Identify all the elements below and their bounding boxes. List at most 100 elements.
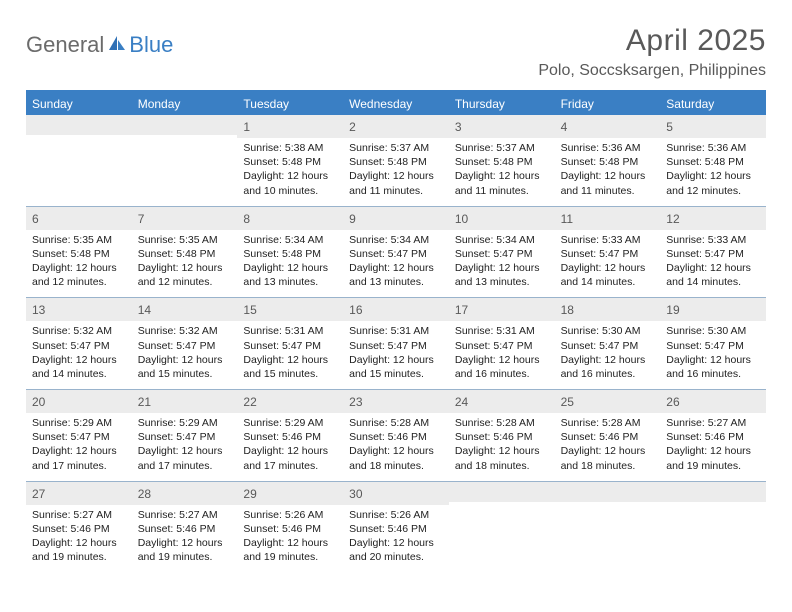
day-number: 29: [243, 487, 256, 501]
day-number: 6: [32, 212, 39, 226]
daylight-text: Daylight: 12 hours and 17 minutes.: [32, 444, 126, 472]
cell-body: Sunrise: 5:30 AMSunset: 5:47 PMDaylight:…: [660, 321, 766, 381]
day-number-row: 10: [449, 207, 555, 230]
sunset-text: Sunset: 5:48 PM: [561, 155, 655, 169]
cell-body: Sunrise: 5:33 AMSunset: 5:47 PMDaylight:…: [660, 230, 766, 290]
daylight-text: Daylight: 12 hours and 17 minutes.: [243, 444, 337, 472]
cell-body: Sunrise: 5:34 AMSunset: 5:47 PMDaylight:…: [343, 230, 449, 290]
cell-body: Sunrise: 5:38 AMSunset: 5:48 PMDaylight:…: [237, 138, 343, 198]
day-number-row: 26: [660, 390, 766, 413]
day-number-row: 9: [343, 207, 449, 230]
day-number-row: 25: [555, 390, 661, 413]
calendar-weeks: 1 Sunrise: 5:38 AMSunset: 5:48 PMDaylight…: [26, 115, 766, 572]
sunrise-text: Sunrise: 5:29 AM: [138, 416, 232, 430]
sunset-text: Sunset: 5:46 PM: [666, 430, 760, 444]
day-number-row: 1: [237, 115, 343, 138]
daylight-text: Daylight: 12 hours and 13 minutes.: [243, 261, 337, 289]
cell-body: Sunrise: 5:26 AMSunset: 5:46 PMDaylight:…: [237, 505, 343, 565]
day-number-row: 24: [449, 390, 555, 413]
sunrise-text: Sunrise: 5:26 AM: [349, 508, 443, 522]
day-number: 18: [561, 303, 574, 317]
day-number: 12: [666, 212, 679, 226]
weekday-label: Friday: [555, 92, 661, 115]
day-number: 28: [138, 487, 151, 501]
cell-body: Sunrise: 5:37 AMSunset: 5:48 PMDaylight:…: [449, 138, 555, 198]
calendar-cell: 11Sunrise: 5:33 AMSunset: 5:47 PMDayligh…: [555, 207, 661, 298]
calendar-cell: 13Sunrise: 5:32 AMSunset: 5:47 PMDayligh…: [26, 298, 132, 389]
sunrise-text: Sunrise: 5:37 AM: [455, 141, 549, 155]
day-number-row: 6: [26, 207, 132, 230]
daylight-text: Daylight: 12 hours and 13 minutes.: [455, 261, 549, 289]
calendar-cell: 18Sunrise: 5:30 AMSunset: 5:47 PMDayligh…: [555, 298, 661, 389]
sunrise-text: Sunrise: 5:29 AM: [243, 416, 337, 430]
brand-part2: Blue: [129, 32, 173, 58]
sunrise-text: Sunrise: 5:27 AM: [32, 508, 126, 522]
daylight-text: Daylight: 12 hours and 20 minutes.: [349, 536, 443, 564]
calendar-cell: 12 Sunrise: 5:33 AMSunset: 5:47 PMDayligh…: [660, 207, 766, 298]
sunset-text: Sunset: 5:46 PM: [243, 430, 337, 444]
brand-sail-icon: [107, 34, 127, 57]
cell-body: Sunrise: 5:29 AMSunset: 5:47 PMDaylight:…: [26, 413, 132, 473]
cell-body: Sunrise: 5:27 AMSunset: 5:46 PMDaylight:…: [660, 413, 766, 473]
sunrise-text: Sunrise: 5:32 AM: [32, 324, 126, 338]
weekday-label: Tuesday: [237, 92, 343, 115]
sunset-text: Sunset: 5:47 PM: [243, 339, 337, 353]
day-number: 9: [349, 212, 356, 226]
cell-body: Sunrise: 5:36 AMSunset: 5:48 PMDaylight:…: [555, 138, 661, 198]
daylight-text: Daylight: 12 hours and 18 minutes.: [349, 444, 443, 472]
sunrise-text: Sunrise: 5:34 AM: [349, 233, 443, 247]
sunset-text: Sunset: 5:46 PM: [138, 522, 232, 536]
day-number: 5: [666, 120, 673, 134]
daylight-text: Daylight: 12 hours and 15 minutes.: [349, 353, 443, 381]
daylight-text: Daylight: 12 hours and 19 minutes.: [666, 444, 760, 472]
calendar-cell: 19Sunrise: 5:30 AMSunset: 5:47 PMDayligh…: [660, 298, 766, 389]
sunrise-text: Sunrise: 5:31 AM: [455, 324, 549, 338]
day-number-row: [555, 482, 661, 502]
day-number-row: 15: [237, 298, 343, 321]
calendar-cell: 25Sunrise: 5:28 AMSunset: 5:46 PMDayligh…: [555, 390, 661, 481]
calendar-cell: 9 Sunrise: 5:34 AMSunset: 5:47 PMDaylight…: [343, 207, 449, 298]
location-text: Polo, Soccsksargen, Philippines: [538, 62, 766, 80]
sunset-text: Sunset: 5:48 PM: [243, 155, 337, 169]
sunset-text: Sunset: 5:47 PM: [666, 247, 760, 261]
sunrise-text: Sunrise: 5:33 AM: [666, 233, 760, 247]
day-number-row: 20: [26, 390, 132, 413]
sunset-text: Sunset: 5:46 PM: [32, 522, 126, 536]
day-number: 1: [243, 120, 250, 134]
sunset-text: Sunset: 5:48 PM: [32, 247, 126, 261]
sunrise-text: Sunrise: 5:31 AM: [349, 324, 443, 338]
cell-body: Sunrise: 5:28 AMSunset: 5:46 PMDaylight:…: [555, 413, 661, 473]
sunrise-text: Sunrise: 5:28 AM: [349, 416, 443, 430]
day-number: 27: [32, 487, 45, 501]
calendar-week: 27Sunrise: 5:27 AMSunset: 5:46 PMDayligh…: [26, 481, 766, 573]
daylight-text: Daylight: 12 hours and 19 minutes.: [243, 536, 337, 564]
day-number-row: [449, 482, 555, 502]
day-number-row: 16: [343, 298, 449, 321]
calendar-cell: 5 Sunrise: 5:36 AMSunset: 5:48 PMDaylight…: [660, 115, 766, 206]
day-number: 8: [243, 212, 250, 226]
sunset-text: Sunset: 5:47 PM: [666, 339, 760, 353]
calendar-cell: 16Sunrise: 5:31 AMSunset: 5:47 PMDayligh…: [343, 298, 449, 389]
calendar-cell: 2Sunrise: 5:37 AMSunset: 5:48 PMDaylight…: [343, 115, 449, 206]
sunrise-text: Sunrise: 5:29 AM: [32, 416, 126, 430]
day-number: 15: [243, 303, 256, 317]
sunset-text: Sunset: 5:47 PM: [455, 247, 549, 261]
weekday-label: Saturday: [660, 92, 766, 115]
day-number-row: 21: [132, 390, 238, 413]
calendar-cell: [26, 115, 132, 206]
cell-body: Sunrise: 5:33 AMSunset: 5:47 PMDaylight:…: [555, 230, 661, 290]
calendar-cell: 20Sunrise: 5:29 AMSunset: 5:47 PMDayligh…: [26, 390, 132, 481]
weekday-label: Sunday: [26, 92, 132, 115]
day-number-row: 23: [343, 390, 449, 413]
day-number-row: 12: [660, 207, 766, 230]
cell-body: Sunrise: 5:36 AMSunset: 5:48 PMDaylight:…: [660, 138, 766, 198]
weekday-label: Wednesday: [343, 92, 449, 115]
cell-body: Sunrise: 5:35 AMSunset: 5:48 PMDaylight:…: [132, 230, 238, 290]
calendar-week: 1 Sunrise: 5:38 AMSunset: 5:48 PMDaylight…: [26, 115, 766, 206]
sunrise-text: Sunrise: 5:35 AM: [138, 233, 232, 247]
sunset-text: Sunset: 5:46 PM: [455, 430, 549, 444]
daylight-text: Daylight: 12 hours and 14 minutes.: [666, 261, 760, 289]
calendar-cell: 6Sunrise: 5:35 AMSunset: 5:48 PMDaylight…: [26, 207, 132, 298]
sunrise-text: Sunrise: 5:28 AM: [561, 416, 655, 430]
day-number-row: 11: [555, 207, 661, 230]
